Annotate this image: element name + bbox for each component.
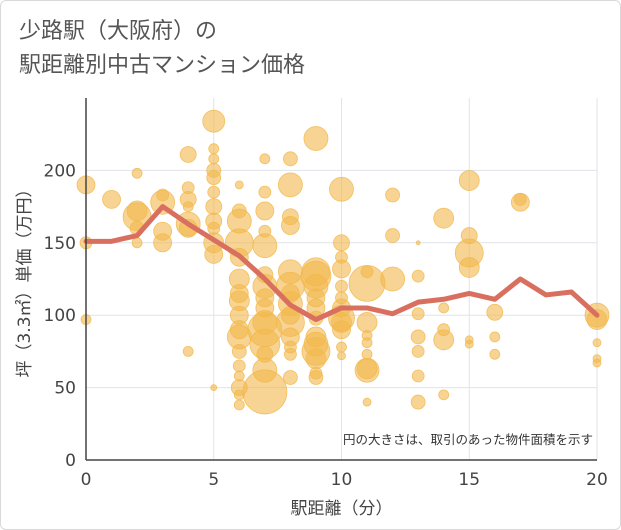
data-bubble — [380, 266, 406, 292]
data-bubble — [305, 348, 327, 370]
data-bubble — [206, 170, 222, 186]
chart-title-line-1: 少路駅（大阪府）の — [19, 19, 218, 44]
y-tick-label: 50 — [54, 379, 76, 399]
data-bubble — [182, 201, 194, 213]
data-bubble — [411, 344, 425, 358]
data-bubble — [205, 198, 223, 216]
data-bubble — [362, 397, 372, 407]
average-price-line — [83, 204, 600, 323]
data-bubble — [336, 341, 347, 353]
data-bubble — [592, 358, 602, 368]
data-bubble — [234, 180, 244, 190]
y-tick-label: 0 — [65, 451, 76, 471]
data-bubble — [592, 338, 602, 348]
data-bubble — [231, 343, 247, 359]
x-axis-title: 駅距離（分） — [291, 499, 393, 519]
data-bubble — [415, 240, 421, 246]
data-bubble — [361, 337, 373, 349]
y-tick-label: 100 — [44, 306, 76, 326]
data-bubble — [258, 185, 272, 199]
data-bubble — [242, 369, 288, 415]
data-bubble — [204, 244, 224, 264]
data-bubble — [210, 384, 218, 392]
x-tick-label: 5 — [208, 470, 219, 490]
data-bubble — [361, 348, 373, 360]
data-bubble — [348, 264, 386, 302]
data-bubble — [385, 187, 401, 203]
data-bubble — [233, 399, 245, 411]
bubble-size-note: 円の大きさは、取引のあった物件面積を示す — [343, 432, 593, 447]
data-bubble — [329, 176, 354, 202]
data-bubble — [202, 109, 226, 133]
chart-title: 少路駅（大阪府）の 駅距離別中古マンション価格 — [19, 15, 305, 83]
data-bubble — [489, 348, 501, 360]
data-bubble — [486, 303, 504, 321]
data-bubble — [510, 192, 530, 212]
data-bubble — [308, 370, 324, 385]
data-bubble — [280, 216, 300, 235]
x-tick-label: 15 — [458, 470, 480, 490]
data-bubble — [433, 329, 455, 351]
y-tick-label: 200 — [44, 161, 76, 181]
data-bubble — [259, 153, 271, 165]
data-bubble — [332, 259, 351, 279]
data-bubble — [332, 320, 351, 340]
data-bubble — [131, 237, 143, 249]
axes — [85, 98, 597, 461]
data-bubble — [458, 257, 480, 278]
chart-title-line-2: 駅距離別中古マンション価格 — [19, 53, 306, 78]
data-bubble — [333, 234, 350, 252]
data-bubble — [356, 312, 378, 333]
data-bubble — [458, 170, 480, 191]
x-tick-label: 20 — [586, 470, 608, 490]
data-bubble — [182, 345, 194, 357]
data-bubble — [438, 302, 450, 314]
data-bubble — [385, 228, 401, 243]
data-bubble — [282, 370, 298, 385]
data-bubble — [102, 189, 121, 209]
data-bubble — [438, 389, 450, 401]
data-bubble — [410, 394, 426, 410]
data-bubble — [277, 172, 303, 198]
data-bubble — [131, 167, 143, 179]
data-bubble — [335, 279, 348, 293]
y-axis-title: 坪（3.3㎡）単価（万円） — [15, 180, 35, 377]
data-bubble — [433, 207, 455, 229]
data-bubble — [411, 369, 425, 383]
data-bubble — [464, 339, 474, 349]
data-bubble — [283, 347, 297, 361]
data-bubble — [586, 309, 608, 330]
x-tick-label: 10 — [331, 470, 353, 490]
data-bubble — [208, 153, 220, 165]
data-bubble — [232, 359, 246, 373]
data-bubble — [411, 307, 425, 321]
data-bubble — [179, 146, 197, 163]
data-bubble — [411, 269, 425, 283]
y-tick-label: 150 — [44, 234, 76, 254]
data-bubble — [303, 126, 329, 151]
data-bubble — [489, 331, 501, 343]
data-bubble — [410, 329, 426, 345]
x-tick-label: 0 — [81, 470, 92, 490]
data-bubble — [207, 185, 221, 199]
data-bubble — [255, 201, 275, 221]
data-bubble — [282, 151, 298, 167]
data-bubble — [153, 233, 173, 253]
data-bubble — [208, 143, 220, 155]
data-bubble — [252, 233, 278, 259]
data-bubble — [337, 351, 346, 361]
data-bubble — [354, 357, 380, 383]
